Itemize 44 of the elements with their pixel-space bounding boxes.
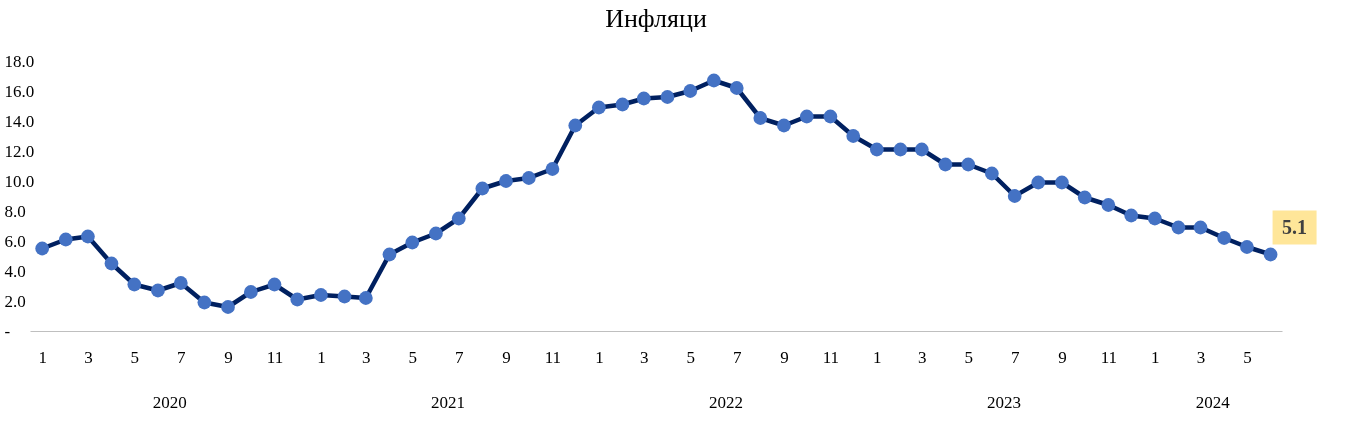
x-tick-label: 7 — [455, 347, 465, 367]
x-tick-label: 3 — [362, 347, 371, 367]
y-tick-label: 18.0 — [4, 51, 35, 71]
x-tick-label: 1 — [38, 347, 47, 367]
x-tick-label: 9 — [780, 347, 789, 367]
y-tick-label: - — [4, 321, 11, 341]
text: 2022 — [709, 393, 744, 412]
y-tick-label: 12.0 — [4, 141, 35, 161]
x-tick-label: 5 — [1243, 347, 1252, 367]
text: 2023 — [987, 393, 1022, 412]
x-tick-label: 3 — [1196, 347, 1206, 367]
x-tick-label: 11 — [266, 347, 284, 367]
x-tick-label: 9 — [502, 347, 511, 367]
y-tick-label: 6.0 — [4, 231, 26, 251]
x-tick-label: 3 — [84, 347, 93, 367]
x-tick-label: 1 — [317, 347, 326, 367]
y-tick-label: 10.0 — [4, 171, 35, 191]
x-tick-label: 3 — [918, 347, 927, 367]
x-tick-label: 9 — [224, 347, 233, 367]
x-tick-label: 7 — [177, 347, 187, 367]
chart-title: Инфляци — [605, 4, 707, 33]
y-tick-label: 8.0 — [4, 201, 26, 221]
y-tick-label: 16.0 — [4, 81, 35, 101]
x-tick-label: 7 — [732, 347, 742, 367]
y-tick-label: 14.0 — [4, 111, 35, 131]
text: 2024 — [1195, 393, 1231, 412]
x-tick-label: 11 — [822, 347, 840, 367]
x-tick-label: 1 — [1151, 347, 1160, 367]
x-tick-label: 1 — [873, 347, 882, 367]
x-tick-label: 11 — [1100, 347, 1118, 367]
x-tick-label: 11 — [544, 347, 562, 367]
y-tick-label: 2.0 — [4, 291, 26, 311]
text: 2020 — [152, 393, 187, 412]
x-tick-label: 5 — [964, 347, 973, 367]
x-tick-label: 1 — [595, 347, 604, 367]
text: 2021 — [431, 393, 466, 412]
y-tick-label: 4.0 — [4, 261, 26, 281]
x-tick-label: 7 — [1010, 347, 1020, 367]
annotation: 5.1 — [1282, 215, 1308, 238]
x-tick-label: 3 — [640, 347, 649, 367]
x-tick-label: 9 — [1058, 347, 1067, 367]
x-tick-label: 5 — [130, 347, 140, 367]
x-tick-label: 5 — [686, 347, 696, 367]
x-tick-label: 5 — [408, 347, 418, 367]
